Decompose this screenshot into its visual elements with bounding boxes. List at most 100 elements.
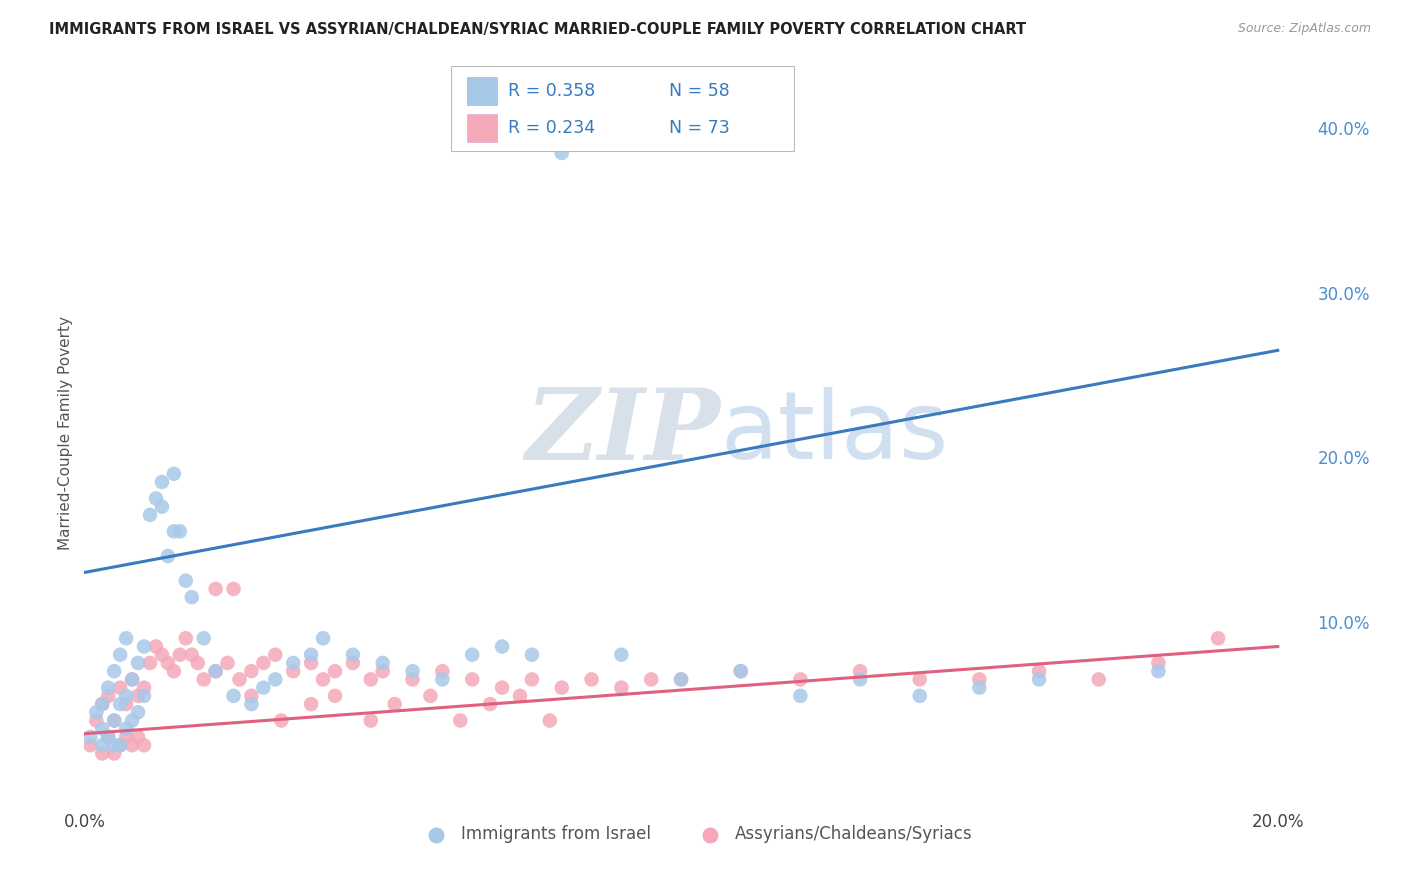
Point: [342, 656, 364, 670]
Point: [121, 738, 143, 752]
Point: [283, 664, 305, 678]
Point: [103, 714, 125, 728]
Point: [551, 145, 574, 160]
Point: [217, 656, 239, 670]
Point: [91, 747, 114, 761]
Point: [97, 681, 120, 695]
Point: [264, 648, 287, 662]
Point: [228, 673, 250, 687]
Point: [145, 640, 167, 654]
Point: [270, 714, 292, 728]
Point: [180, 648, 202, 662]
Point: [127, 656, 149, 670]
Point: [108, 738, 131, 752]
Point: [115, 632, 138, 646]
Point: [299, 648, 322, 662]
Point: [283, 656, 305, 670]
Point: [103, 747, 125, 761]
Text: Source: ZipAtlas.com: Source: ZipAtlas.com: [1237, 22, 1371, 36]
Point: [312, 673, 335, 687]
Text: atlas: atlas: [720, 386, 949, 479]
Point: [79, 730, 101, 744]
Point: [204, 664, 226, 678]
Point: [419, 689, 441, 703]
Point: [156, 656, 179, 670]
Point: [91, 722, 114, 736]
Point: [150, 475, 173, 489]
Point: [204, 582, 226, 596]
Point: [969, 681, 991, 695]
Point: [108, 738, 131, 752]
Point: [610, 648, 633, 662]
Point: [384, 697, 406, 711]
Text: N = 73: N = 73: [669, 119, 730, 136]
Point: [252, 681, 274, 695]
Point: [538, 714, 561, 728]
Text: IMMIGRANTS FROM ISRAEL VS ASSYRIAN/CHALDEAN/SYRIAC MARRIED-COUPLE FAMILY POVERTY: IMMIGRANTS FROM ISRAEL VS ASSYRIAN/CHALD…: [49, 22, 1026, 37]
Legend: Immigrants from Israel, Assyrians/Chaldeans/Syriacs: Immigrants from Israel, Assyrians/Chalde…: [413, 819, 979, 850]
Point: [240, 664, 263, 678]
Point: [132, 640, 155, 654]
Point: [1028, 673, 1050, 687]
Y-axis label: Married-Couple Family Poverty: Married-Couple Family Poverty: [58, 316, 73, 549]
Point: [849, 664, 872, 678]
Point: [187, 656, 209, 670]
Point: [581, 673, 603, 687]
Point: [360, 673, 382, 687]
Point: [520, 648, 543, 662]
Point: [908, 673, 931, 687]
Point: [103, 714, 125, 728]
Point: [1206, 632, 1229, 646]
Text: R = 0.358: R = 0.358: [508, 81, 595, 100]
Point: [145, 491, 167, 506]
Point: [115, 730, 138, 744]
Point: [139, 656, 162, 670]
Bar: [467, 113, 496, 142]
Point: [121, 673, 143, 687]
Point: [520, 673, 543, 687]
Point: [204, 664, 226, 678]
Point: [163, 524, 186, 539]
Point: [371, 656, 394, 670]
Point: [1087, 673, 1109, 687]
Point: [150, 500, 173, 514]
Point: [222, 582, 245, 596]
Point: [849, 673, 872, 687]
Point: [264, 673, 287, 687]
Point: [252, 656, 274, 670]
Point: [97, 730, 120, 744]
Point: [640, 673, 662, 687]
Point: [115, 689, 138, 703]
Point: [551, 681, 574, 695]
Point: [449, 714, 471, 728]
Point: [174, 574, 197, 588]
Point: [84, 706, 107, 720]
Point: [127, 689, 149, 703]
Point: [139, 508, 162, 522]
Point: [127, 730, 149, 744]
Point: [84, 714, 107, 728]
Point: [132, 681, 155, 695]
Point: [193, 632, 215, 646]
Point: [669, 673, 692, 687]
Point: [163, 467, 186, 481]
Point: [108, 697, 131, 711]
Text: N = 58: N = 58: [669, 81, 730, 100]
Point: [491, 681, 513, 695]
Point: [299, 697, 322, 711]
Point: [312, 632, 335, 646]
Point: [969, 673, 991, 687]
Point: [156, 549, 179, 563]
Point: [789, 673, 811, 687]
Point: [908, 689, 931, 703]
Point: [323, 689, 346, 703]
Point: [610, 681, 633, 695]
Point: [669, 673, 692, 687]
Point: [115, 722, 138, 736]
Point: [1147, 656, 1170, 670]
Point: [240, 697, 263, 711]
Point: [461, 648, 484, 662]
Point: [730, 664, 752, 678]
Text: ZIP: ZIP: [526, 384, 720, 481]
FancyBboxPatch shape: [451, 66, 794, 152]
